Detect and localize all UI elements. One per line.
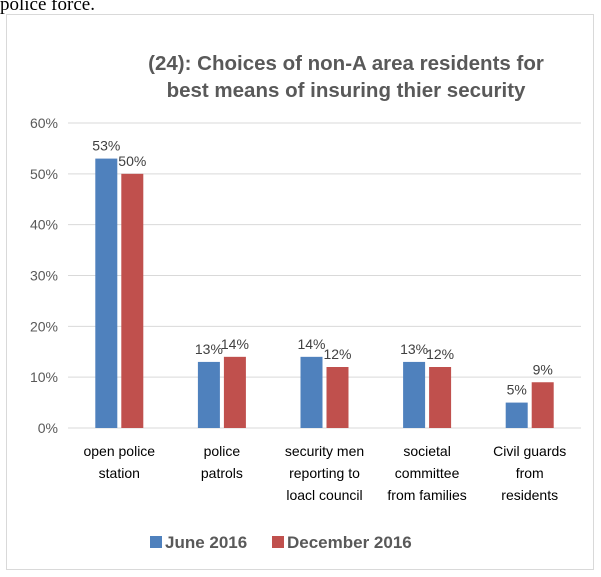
data-label: 12% bbox=[426, 346, 454, 362]
category-label: security men bbox=[285, 443, 364, 459]
data-label: 9% bbox=[533, 361, 553, 377]
bars bbox=[95, 158, 554, 429]
legend-swatch bbox=[150, 536, 162, 548]
y-tick-label: 0% bbox=[38, 420, 58, 436]
preceding-text-fragment: police force. bbox=[0, 0, 95, 15]
category-label: station bbox=[99, 465, 140, 481]
x-axis-category-labels: open police station police patrols security … bbox=[83, 443, 566, 503]
category-label: committee bbox=[395, 465, 460, 481]
category-label: residents bbox=[501, 487, 558, 503]
data-label: 50% bbox=[118, 153, 146, 169]
chart-title: (24): Choices of non-A area residents fo… bbox=[148, 52, 544, 102]
data-labels: 53%13% 14% 13%5%50%14%12% 12%9% bbox=[92, 138, 553, 398]
data-label: 14% bbox=[221, 336, 249, 352]
category-label: societal bbox=[403, 443, 450, 459]
bar bbox=[197, 361, 220, 428]
bar bbox=[121, 173, 144, 428]
category-label: patrols bbox=[201, 465, 243, 481]
data-label: 14% bbox=[297, 336, 325, 352]
bar bbox=[505, 402, 528, 428]
y-tick-label: 30% bbox=[30, 268, 58, 284]
bar bbox=[95, 158, 118, 429]
data-label: 13% bbox=[400, 341, 428, 357]
y-tick-label: 60% bbox=[30, 115, 58, 131]
bar bbox=[403, 361, 426, 428]
legend-label: June 2016 bbox=[165, 533, 247, 552]
bar bbox=[223, 356, 246, 428]
category-label: police bbox=[204, 443, 241, 459]
legend-label: December 2016 bbox=[287, 533, 412, 552]
y-tick-label: 10% bbox=[30, 369, 58, 385]
bar bbox=[429, 367, 452, 428]
data-label: 53% bbox=[92, 138, 120, 154]
legend-swatch bbox=[272, 536, 284, 548]
category-label: reporting to bbox=[289, 465, 360, 481]
category-label: open police bbox=[83, 443, 155, 459]
data-label: 5% bbox=[507, 382, 527, 398]
category-label: loacl council bbox=[286, 487, 362, 503]
y-tick-label: 40% bbox=[30, 217, 58, 233]
y-tick-label: 50% bbox=[30, 166, 58, 182]
data-label: 12% bbox=[323, 346, 351, 362]
category-label: from bbox=[516, 465, 544, 481]
category-label: Civil guards bbox=[493, 443, 566, 459]
category-label: from families bbox=[387, 487, 466, 503]
legend: June 2016 December 2016 bbox=[150, 533, 412, 552]
y-axis-tick-labels: 0% 10% 20% 30% 40% 50% 60% bbox=[30, 115, 58, 436]
chart-title-line: (24): Choices of non-A area residents fo… bbox=[148, 52, 544, 75]
bar bbox=[531, 382, 554, 428]
y-tick-label: 20% bbox=[30, 318, 58, 334]
bar bbox=[300, 356, 323, 428]
chart-title-line: best means of insuring thier security bbox=[167, 79, 526, 102]
data-label: 13% bbox=[195, 341, 223, 357]
gridlines bbox=[68, 122, 581, 429]
bar bbox=[326, 367, 349, 428]
